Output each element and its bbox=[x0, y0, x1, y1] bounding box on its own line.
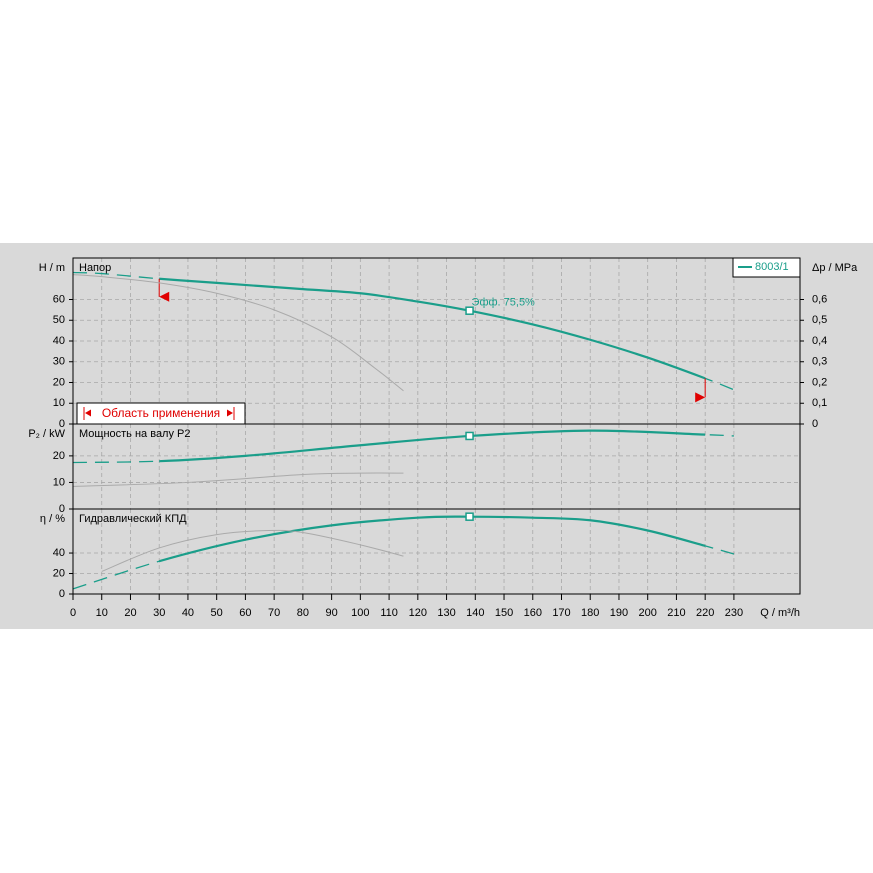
y-axis-label: H / m bbox=[39, 262, 65, 274]
y2-tick-label: 0,5 bbox=[812, 314, 827, 326]
x-tick-label: 40 bbox=[182, 607, 194, 619]
x-tick-label: 120 bbox=[409, 607, 427, 619]
x-tick-label: 90 bbox=[325, 607, 337, 619]
legend-label: 8003/1 bbox=[755, 261, 789, 273]
x-tick-label: 180 bbox=[581, 607, 599, 619]
x-tick-label: 230 bbox=[725, 607, 743, 619]
curve bbox=[72, 274, 404, 392]
x-tick-label: 160 bbox=[524, 607, 542, 619]
range-arrow bbox=[159, 291, 170, 302]
y2-axis-label: Δp / MPa bbox=[812, 262, 858, 274]
y-axis-label: η / % bbox=[40, 513, 65, 525]
x-tick-label: 190 bbox=[610, 607, 628, 619]
x-tick-label: 100 bbox=[351, 607, 369, 619]
x-tick-label: 30 bbox=[153, 607, 165, 619]
y-tick-label: 60 bbox=[53, 293, 65, 305]
curve bbox=[72, 472, 404, 487]
x-tick-label: 20 bbox=[124, 607, 136, 619]
curves: Эфф. 75,5% bbox=[72, 271, 735, 590]
panel-frame bbox=[72, 508, 801, 595]
curve bbox=[101, 529, 404, 572]
y-tick-label: 40 bbox=[53, 547, 65, 559]
operating-segment bbox=[159, 515, 706, 563]
y-tick-label: 0 bbox=[59, 418, 65, 430]
y2-tick-label: 0,1 bbox=[812, 397, 827, 409]
range-label: Область применения bbox=[102, 406, 220, 420]
range-box-arrow bbox=[85, 409, 91, 417]
grid bbox=[72, 258, 800, 595]
x-tick-label: 80 bbox=[297, 607, 309, 619]
y-tick-label: 20 bbox=[53, 450, 65, 462]
x-tick-label: 170 bbox=[552, 607, 570, 619]
x-tick-label: 70 bbox=[268, 607, 280, 619]
x-tick-label: 10 bbox=[96, 607, 108, 619]
x-tick-label: 0 bbox=[70, 607, 76, 619]
x-tick-label: 210 bbox=[667, 607, 685, 619]
range-arrow bbox=[695, 392, 706, 403]
x-tick-label: 130 bbox=[437, 607, 455, 619]
y-axis-label: P₂ / kW bbox=[28, 428, 65, 440]
frames: 0 10 20 30 40 50 60 0 0,1 0,2 0,3 0,4 0,5 0,6 Δp / MPa… bbox=[28, 257, 858, 619]
legend bbox=[732, 257, 801, 278]
y-tick-label: 40 bbox=[53, 335, 65, 347]
y2-tick-label: 0,2 bbox=[812, 376, 827, 388]
duty-point bbox=[465, 431, 474, 441]
x-tick-label: 140 bbox=[466, 607, 484, 619]
panel-title: Напор bbox=[79, 262, 111, 274]
y-tick-label: 20 bbox=[53, 567, 65, 579]
operating-segment bbox=[159, 429, 706, 463]
y2-tick-label: 0,6 bbox=[812, 293, 827, 305]
y2-tick-label: 0,4 bbox=[812, 335, 827, 347]
panel-title: Гидравлический КПД bbox=[79, 513, 187, 525]
x-tick-label: 60 bbox=[239, 607, 251, 619]
x-tick-label: 50 bbox=[211, 607, 223, 619]
y-tick-label: 0 bbox=[59, 503, 65, 515]
x-tick-label: 200 bbox=[639, 607, 657, 619]
panel-title: Мощность на валу P2 bbox=[79, 428, 191, 440]
x-tick-label: 110 bbox=[380, 607, 398, 619]
duty-point bbox=[465, 306, 474, 315]
y2-tick-label: 0 bbox=[812, 418, 818, 430]
y-tick-label: 10 bbox=[53, 476, 65, 488]
y-tick-label: 10 bbox=[53, 397, 65, 409]
range-box bbox=[76, 402, 246, 425]
y-tick-label: 20 bbox=[53, 376, 65, 388]
y-tick-label: 50 bbox=[53, 314, 65, 326]
duty-point bbox=[465, 512, 474, 521]
range-box-arrow bbox=[227, 409, 233, 417]
y-tick-label: 30 bbox=[53, 356, 65, 368]
x-axis-label: Q / m³/h bbox=[760, 607, 800, 619]
x-tick-label: 150 bbox=[495, 607, 513, 619]
y-tick-label: 0 bbox=[59, 588, 65, 600]
annotation: Эфф. 75,5% bbox=[472, 297, 536, 309]
x-tick-label: 220 bbox=[696, 607, 714, 619]
y2-tick-label: 0,3 bbox=[812, 356, 827, 368]
